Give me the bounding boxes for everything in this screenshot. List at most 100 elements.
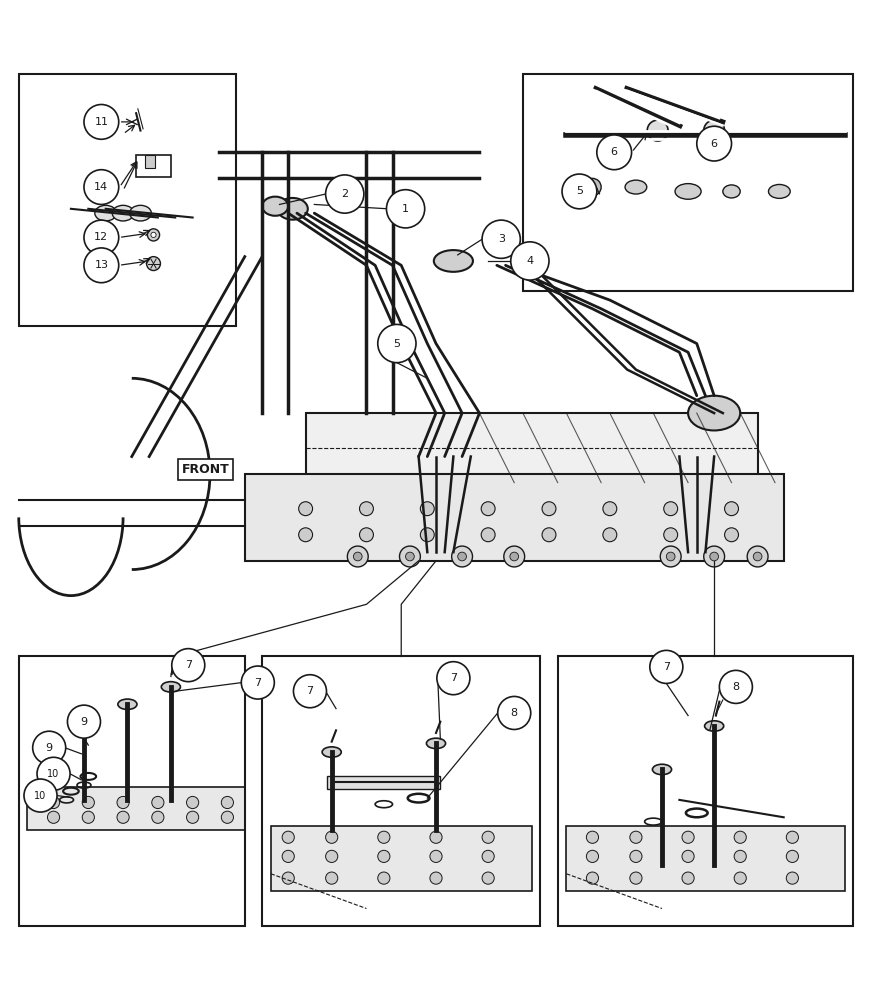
Text: 7: 7 xyxy=(663,662,670,672)
Ellipse shape xyxy=(262,197,289,216)
Text: 10: 10 xyxy=(34,791,46,801)
Circle shape xyxy=(84,248,119,283)
Circle shape xyxy=(378,324,416,363)
Circle shape xyxy=(359,502,373,516)
Circle shape xyxy=(482,872,494,884)
Circle shape xyxy=(542,502,556,516)
Circle shape xyxy=(666,552,675,561)
Ellipse shape xyxy=(768,184,790,198)
Circle shape xyxy=(117,796,129,809)
Circle shape xyxy=(67,705,100,738)
Circle shape xyxy=(647,120,668,141)
Text: 4: 4 xyxy=(527,256,534,266)
Circle shape xyxy=(481,528,495,542)
Circle shape xyxy=(359,528,373,542)
Text: 2: 2 xyxy=(341,189,348,199)
Bar xyxy=(523,74,853,291)
Text: 7: 7 xyxy=(185,660,192,670)
Circle shape xyxy=(151,232,156,237)
Circle shape xyxy=(47,811,59,823)
Bar xyxy=(136,155,171,177)
Bar xyxy=(327,776,440,789)
Ellipse shape xyxy=(675,184,701,199)
Circle shape xyxy=(299,502,312,516)
Circle shape xyxy=(630,872,642,884)
Circle shape xyxy=(734,831,746,843)
Circle shape xyxy=(405,552,414,561)
Circle shape xyxy=(294,675,326,708)
Text: 14: 14 xyxy=(94,182,108,192)
Circle shape xyxy=(734,850,746,862)
Circle shape xyxy=(325,872,337,884)
Text: 12: 12 xyxy=(94,232,108,242)
Ellipse shape xyxy=(130,205,152,221)
Bar xyxy=(271,826,532,891)
Circle shape xyxy=(187,811,199,823)
Circle shape xyxy=(682,831,694,843)
Circle shape xyxy=(725,502,739,516)
Circle shape xyxy=(458,552,467,561)
Circle shape xyxy=(787,872,799,884)
Bar xyxy=(567,826,845,891)
Ellipse shape xyxy=(434,250,473,272)
Circle shape xyxy=(378,872,390,884)
Circle shape xyxy=(378,850,390,862)
Text: 1: 1 xyxy=(402,204,409,214)
Circle shape xyxy=(430,872,442,884)
Ellipse shape xyxy=(112,205,134,221)
Circle shape xyxy=(710,552,719,561)
Circle shape xyxy=(734,872,746,884)
Bar xyxy=(305,413,758,483)
Bar xyxy=(19,74,236,326)
Text: 5: 5 xyxy=(393,339,400,349)
Circle shape xyxy=(697,126,732,161)
Circle shape xyxy=(146,257,160,271)
Circle shape xyxy=(147,229,160,241)
Circle shape xyxy=(586,831,598,843)
Ellipse shape xyxy=(76,796,92,804)
Text: 13: 13 xyxy=(94,260,108,270)
Circle shape xyxy=(725,528,739,542)
Circle shape xyxy=(542,528,556,542)
Ellipse shape xyxy=(74,716,93,727)
Circle shape xyxy=(152,811,164,823)
Circle shape xyxy=(82,796,94,809)
Text: 8: 8 xyxy=(732,682,739,692)
Circle shape xyxy=(596,135,631,170)
Circle shape xyxy=(420,502,434,516)
Circle shape xyxy=(603,502,617,516)
Circle shape xyxy=(682,872,694,884)
Text: 10: 10 xyxy=(47,769,59,779)
Circle shape xyxy=(283,831,295,843)
Circle shape xyxy=(221,811,234,823)
Circle shape xyxy=(562,174,596,209)
Text: 11: 11 xyxy=(94,117,108,127)
Circle shape xyxy=(347,546,368,567)
Circle shape xyxy=(583,178,601,196)
Circle shape xyxy=(704,546,725,567)
Circle shape xyxy=(353,552,362,561)
Circle shape xyxy=(325,175,364,213)
Bar xyxy=(262,656,541,926)
Ellipse shape xyxy=(723,185,740,198)
Bar xyxy=(145,155,155,168)
Circle shape xyxy=(32,731,65,764)
Circle shape xyxy=(84,220,119,255)
Circle shape xyxy=(586,872,598,884)
Circle shape xyxy=(630,850,642,862)
Circle shape xyxy=(399,546,420,567)
Circle shape xyxy=(378,831,390,843)
Text: 9: 9 xyxy=(80,717,87,727)
Ellipse shape xyxy=(118,699,137,709)
Circle shape xyxy=(747,546,768,567)
Circle shape xyxy=(47,796,59,809)
Circle shape xyxy=(482,220,521,258)
Circle shape xyxy=(325,850,337,862)
Circle shape xyxy=(437,662,470,695)
Text: FRONT: FRONT xyxy=(181,463,229,476)
Circle shape xyxy=(187,796,199,809)
Bar xyxy=(245,474,784,561)
Text: 6: 6 xyxy=(711,139,718,149)
Text: 7: 7 xyxy=(306,686,314,696)
Circle shape xyxy=(117,811,129,823)
